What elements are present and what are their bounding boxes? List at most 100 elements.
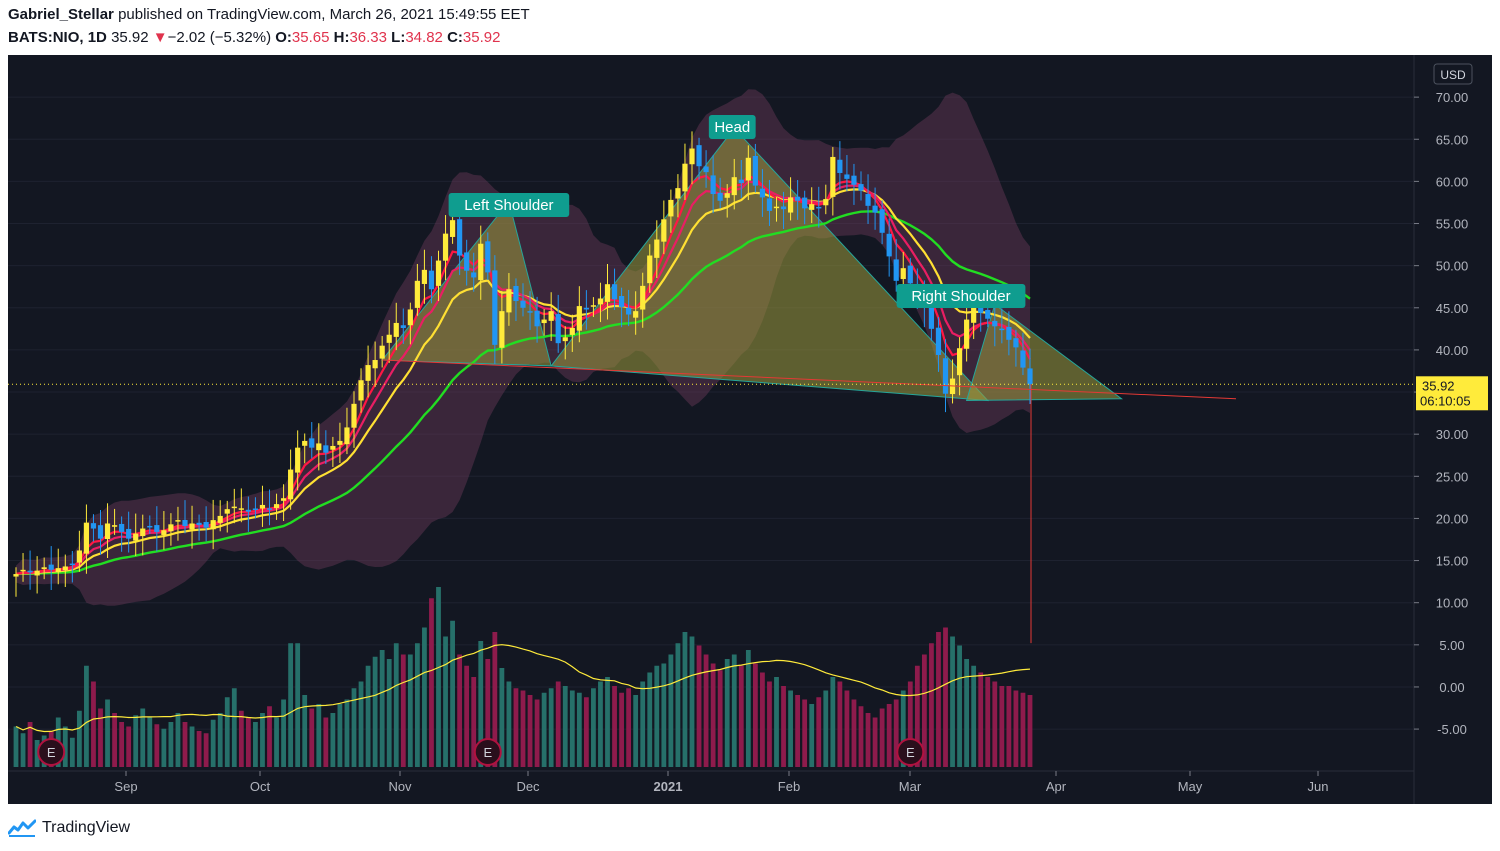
volume-bar [238,710,244,767]
candle-body [133,533,139,541]
chart-area[interactable]: Left Shoulder Head Right Shoulder E E E 70.0… [8,55,1492,804]
candle-body [893,259,899,281]
open-label: O: [275,29,292,46]
candle-body [872,205,878,213]
candle-body [611,284,618,300]
volume-bar [1027,695,1033,767]
x-tick-label: Dec [516,779,540,794]
volume-bar [583,697,589,767]
candle-body [752,155,758,186]
candle-body [787,197,794,213]
candle-body [1027,368,1033,385]
candle-body [506,289,512,313]
volume-bar [569,690,575,767]
publish-info: Gabriel_Stellar published on TradingView… [8,6,530,23]
volume-bar [337,704,343,767]
volume-bar [105,699,110,767]
volume-bar [921,654,927,767]
axes: 70.0065.0060.0055.0050.0045.0040.0035.00… [8,55,1488,804]
volume-bar [717,670,723,767]
earnings-marker [473,738,502,766]
volume-bar [738,665,744,767]
candle-body [182,519,188,527]
volume-bar [675,643,681,767]
candle-body [738,179,744,184]
price-chart[interactable]: Left Shoulder Head Right Shoulder E E E 70.0… [8,55,1492,804]
volume-bar [288,643,294,767]
candle-body [386,334,392,343]
x-tick-label: 2021 [654,779,683,794]
candle-body [295,447,301,473]
volume-bar [267,706,272,767]
candle-body [971,306,977,323]
candle-body [238,508,244,510]
volume-bar [358,681,364,767]
y-tick-label: 40.00 [1436,343,1469,358]
candle-body [731,177,737,196]
candle-body [288,469,294,500]
volume-bar [98,708,103,767]
head-label-box [708,115,756,139]
candle-body [344,427,350,445]
candle-body [520,300,526,308]
candle-body [548,311,554,321]
candle-body [492,270,498,345]
volume-bar [196,731,202,767]
volume-bar [210,719,216,767]
candle-body [513,285,519,302]
candle-body [527,311,533,313]
candle-body [830,156,836,197]
volume-bar [760,672,765,767]
candle-body [703,166,709,173]
candle-body [231,506,237,509]
candle-body [280,498,287,501]
volume-bar [253,722,258,767]
volume-bar [661,663,667,767]
candle-body [245,509,251,512]
candle-body [597,298,604,305]
candle-body [372,360,378,369]
candle-body [449,220,456,237]
volume-bar [929,643,934,767]
close-value: 35.92 [462,29,501,46]
candle-body [435,260,442,286]
candle-body [83,522,90,554]
candle-body [626,307,632,315]
y-tick-label: 50.00 [1436,259,1469,274]
candle-body [337,440,343,445]
candle-body [618,296,625,307]
volume-bar [457,654,463,767]
tradingview-brand[interactable]: TradingView [42,819,131,836]
volume-bar [260,713,265,767]
candle-body [464,252,470,271]
volume-bar [668,654,674,767]
volume-bar [591,688,596,767]
volume-bar [27,722,33,767]
candle-body [654,239,660,258]
candle-body [140,528,146,537]
y-tick-label: 25.00 [1436,469,1469,484]
volume-bar [879,708,885,767]
symbol-name[interactable]: BATS:NIO, 1D [8,29,107,46]
volume-bar [62,726,68,767]
earnings-label: E [47,745,56,760]
y-tick-label: 10.00 [1436,596,1469,611]
candle-body [358,380,364,401]
candle-body [407,309,413,326]
candle-body [442,233,449,261]
earnings-label: E [483,745,492,760]
volume-bar [386,659,392,767]
author-name[interactable]: Gabriel_Stellar [8,6,114,23]
candle-body [696,145,702,167]
candle-body [865,194,871,206]
price-label-box [1416,376,1488,411]
candle-body [1006,326,1012,340]
candle-body [809,204,815,210]
candle-body [97,525,104,539]
candle-body [675,188,681,199]
candle-body [682,163,688,192]
symbol-info: BATS:NIO, 1D 35.92 ▼−2.02 (−5.32%) O:35.… [8,29,500,46]
tradingview-logo-icon[interactable] [8,819,36,837]
x-tick-label: Feb [778,779,800,794]
volume-bar [682,632,688,767]
